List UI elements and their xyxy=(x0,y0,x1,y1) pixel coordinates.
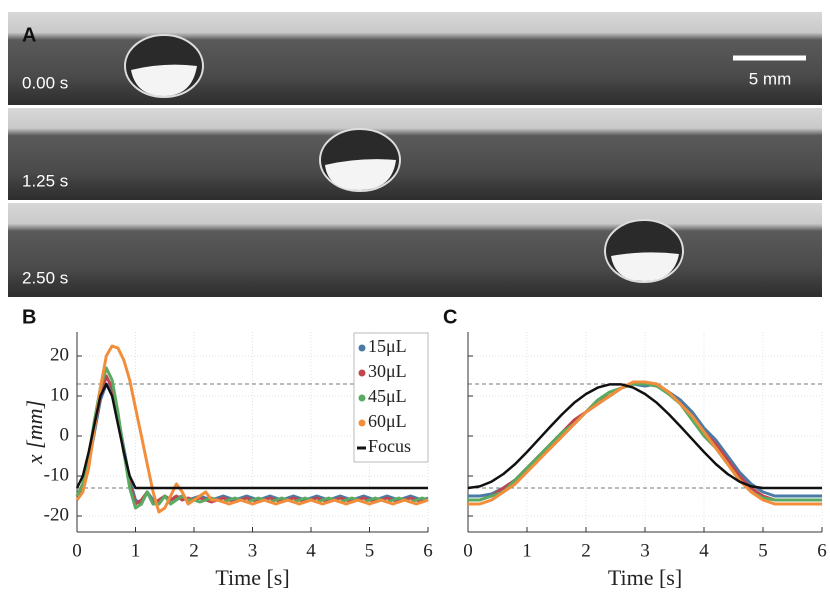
x-tick-label: 2 xyxy=(189,540,199,561)
x-axis-label: Time [s] xyxy=(608,565,682,590)
photo-frame xyxy=(8,203,822,297)
series-line xyxy=(75,366,429,510)
y-tick-label: 20 xyxy=(50,344,69,365)
x-tick-label: 6 xyxy=(423,540,433,561)
y-axis-label: x [mm] xyxy=(22,400,47,465)
droplet xyxy=(604,219,684,283)
legend-label: Focus xyxy=(368,436,411,456)
x-tick-label: 4 xyxy=(699,540,709,561)
x-tick-label: 3 xyxy=(640,540,650,561)
x-tick-label: 0 xyxy=(463,540,473,561)
legend-swatch xyxy=(358,419,366,427)
legend-swatch xyxy=(358,344,366,352)
droplet xyxy=(319,128,401,192)
photo-frame xyxy=(8,108,822,200)
x-tick-label: 4 xyxy=(306,540,316,561)
legend-label: 45μL xyxy=(368,386,407,406)
x-tick-label: 2 xyxy=(581,540,591,561)
frame-time: 0.00 s xyxy=(22,73,68,92)
frame-time: 2.50 s xyxy=(22,268,68,287)
legend-box xyxy=(353,332,429,463)
x-tick-label: 6 xyxy=(817,540,827,561)
scale-bar-label: 5 mm xyxy=(749,69,792,88)
x-axis-label: Time [s] xyxy=(215,565,289,590)
x-tick-label: 1 xyxy=(131,540,141,561)
droplet xyxy=(124,34,204,98)
x-tick-label: 1 xyxy=(522,540,532,561)
legend-swatch xyxy=(358,369,366,377)
x-tick-label: 5 xyxy=(365,540,375,561)
y-tick-label: -10 xyxy=(44,464,69,485)
legend-label: 30μL xyxy=(368,361,407,381)
panel-label: C xyxy=(443,306,457,328)
y-tick-label: 10 xyxy=(50,384,69,405)
series-line xyxy=(75,344,429,514)
x-tick-label: 3 xyxy=(248,540,258,561)
x-tick-label: 5 xyxy=(758,540,768,561)
photo-strips xyxy=(8,12,822,297)
panel-label: A xyxy=(22,24,36,46)
frame-time: 1.25 s xyxy=(22,171,68,190)
legend-label: 60μL xyxy=(368,411,407,431)
x-tick-label: 0 xyxy=(72,540,82,561)
series-line xyxy=(75,382,428,490)
series-line xyxy=(468,382,822,502)
panel-label: B xyxy=(22,306,36,328)
series-line xyxy=(468,380,822,506)
y-tick-label: 0 xyxy=(60,424,70,445)
series-line xyxy=(467,383,822,490)
legend-label: 15μL xyxy=(368,336,407,356)
legend-swatch xyxy=(358,394,366,402)
y-tick-label: -20 xyxy=(44,504,69,525)
